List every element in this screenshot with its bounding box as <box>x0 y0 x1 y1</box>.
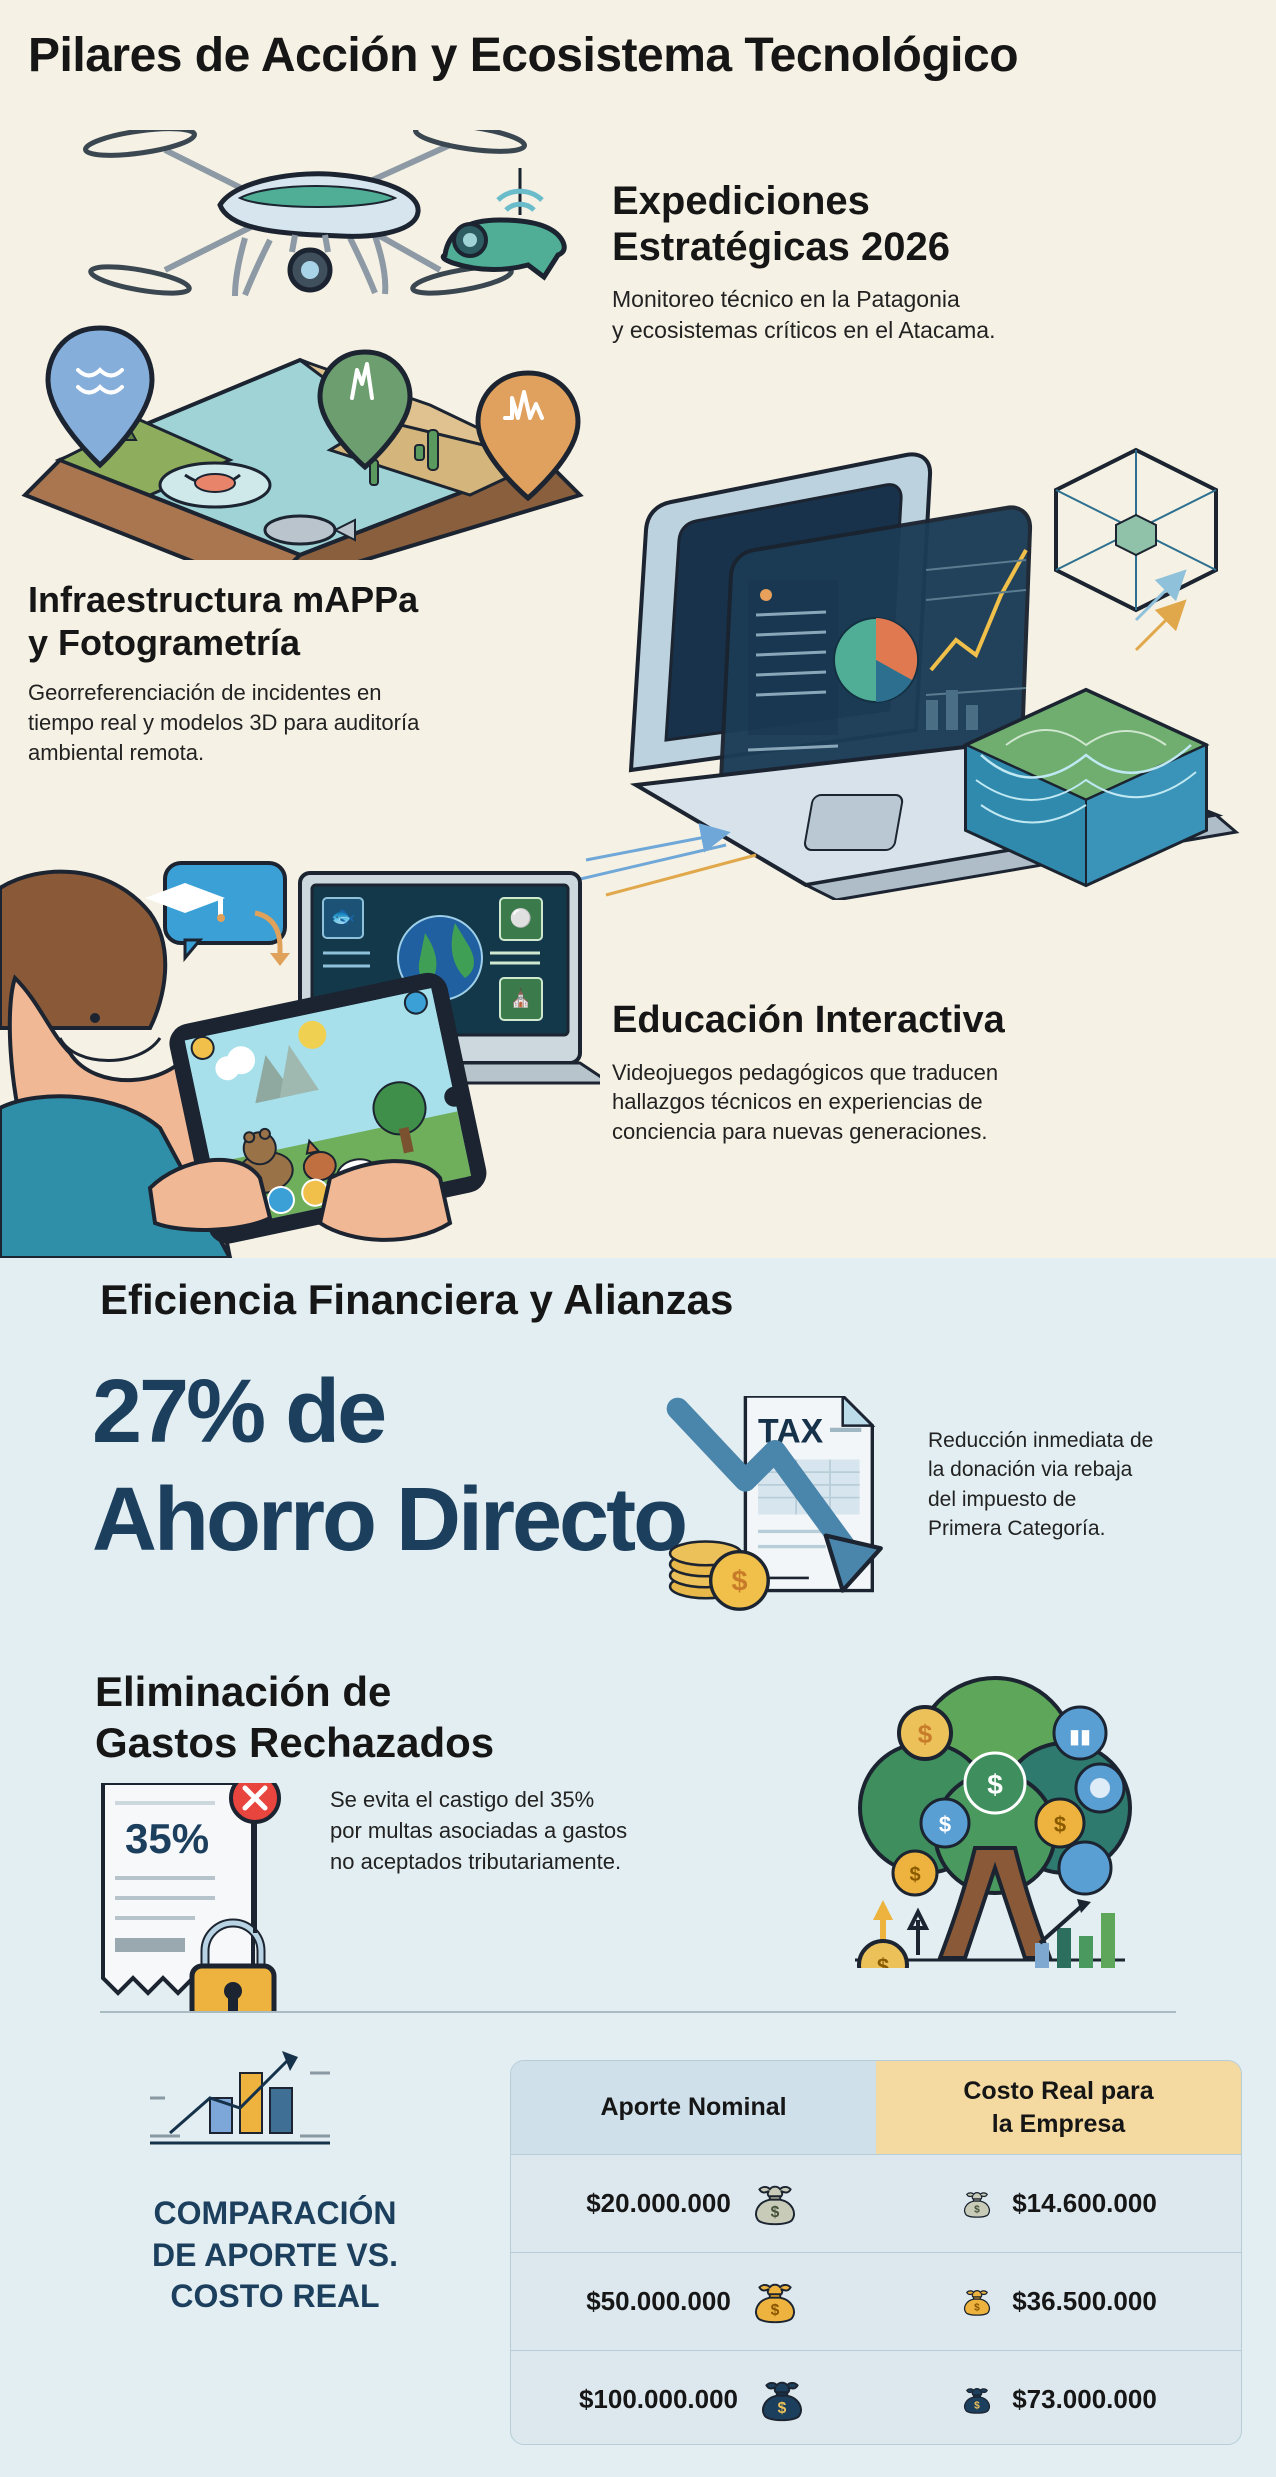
svg-text:$: $ <box>1054 1812 1066 1837</box>
svg-text:$: $ <box>974 2302 980 2313</box>
svg-text:$: $ <box>987 1769 1003 1800</box>
svg-text:$: $ <box>939 1812 951 1837</box>
svg-text:⚪: ⚪ <box>510 907 532 928</box>
svg-text:$: $ <box>974 2204 980 2215</box>
svg-text:$: $ <box>877 1954 889 1968</box>
svg-text:$: $ <box>770 2302 779 2319</box>
svg-text:🐟: 🐟 <box>331 906 356 928</box>
svg-text:$: $ <box>918 1719 933 1749</box>
svg-text:$: $ <box>974 2400 980 2411</box>
svg-text:▮▮: ▮▮ <box>1069 1726 1091 1748</box>
svg-text:$: $ <box>778 2400 787 2417</box>
svg-text:$: $ <box>909 1864 920 1886</box>
svg-text:⛪: ⛪ <box>510 987 532 1008</box>
svg-text:$: $ <box>770 2204 779 2221</box>
svg-text:$: $ <box>731 1566 747 1598</box>
svg-text:35%: 35% <box>125 1815 209 1862</box>
